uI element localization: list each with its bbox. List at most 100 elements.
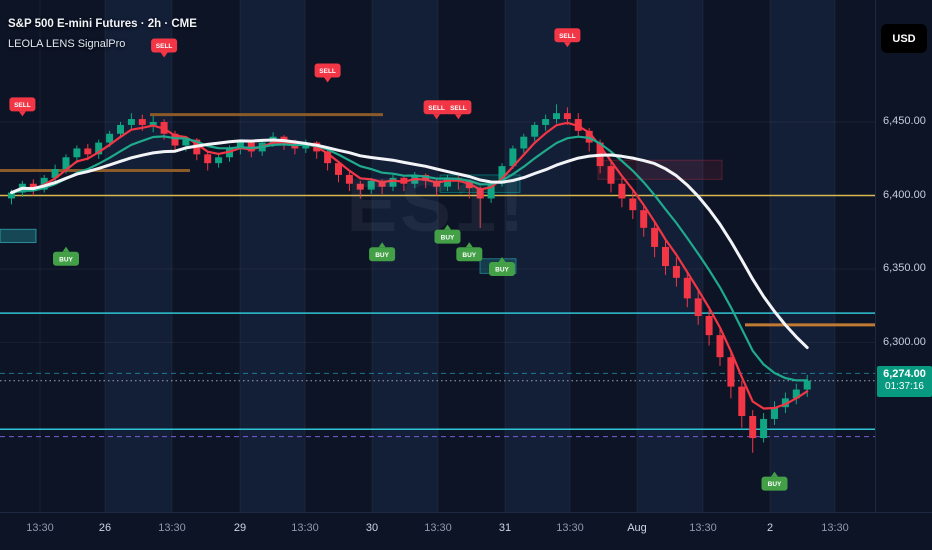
indicator-title[interactable]: LEOLA LENS SignalPro	[8, 38, 126, 50]
time-axis[interactable]: 13:30 26 13:30 29 13:30 30 13:30 31 13:30 Aug 13:3…	[0, 512, 932, 550]
chart-legend: S&P 500 E-mini Futures · 2h · CME LEOLA …	[8, 18, 197, 50]
candle-body	[149, 122, 157, 125]
sell-signal-marker[interactable]: SELL	[554, 28, 581, 48]
symbol-title[interactable]: S&P 500 E-mini Futures · 2h · CME	[8, 18, 197, 30]
svg-text:SELL: SELL	[450, 105, 467, 112]
sell-signal-marker[interactable]: SELL	[314, 63, 341, 83]
candle-body	[705, 316, 713, 336]
candle-body	[771, 407, 778, 419]
svg-text:SELL: SELL	[319, 68, 336, 75]
buy-signal-marker[interactable]: BUY	[489, 257, 515, 276]
buy-signal-marker[interactable]: BUY	[761, 471, 788, 491]
currency-button[interactable]: USD	[881, 24, 927, 53]
candle-body	[29, 183, 37, 190]
candle-body	[389, 177, 397, 187]
time-axis-label: 13:30	[556, 522, 584, 534]
buy-signal-marker[interactable]: BUY	[53, 246, 79, 266]
candle-body	[476, 188, 484, 199]
slow-ma-line	[10, 138, 809, 350]
time-axis-label: 13:30	[26, 522, 54, 534]
time-axis-label: 13:30	[821, 522, 849, 534]
price-axis-label: 6,450.00	[883, 115, 926, 127]
svg-text:SELL: SELL	[14, 102, 31, 109]
candle-body	[171, 133, 179, 146]
svg-text:BUY: BUY	[375, 252, 389, 259]
candle-body	[378, 180, 386, 187]
candle-body	[716, 335, 724, 358]
candle-body	[618, 183, 626, 199]
candle-body	[760, 418, 768, 439]
zone-box	[0, 228, 37, 244]
bar-countdown-timer: 01:37:16	[885, 381, 924, 393]
sell-signal-marker[interactable]: SELL	[9, 97, 36, 117]
buy-signal-marker[interactable]: BUY	[369, 242, 396, 262]
candle-body	[749, 416, 757, 439]
candle-body	[531, 124, 539, 137]
sell-signal-marker[interactable]: SELL	[423, 100, 450, 120]
candle-body	[335, 163, 342, 175]
buy-signal-marker[interactable]: BUY	[456, 242, 483, 262]
time-axis-label: 13:30	[689, 522, 717, 534]
candle-body	[433, 180, 441, 187]
time-axis-label: 29	[233, 522, 247, 534]
candle-body	[127, 119, 135, 125]
last-price-value: 6,274.00	[883, 367, 926, 380]
candle-body	[498, 166, 506, 184]
svg-text:BUY: BUY	[462, 252, 476, 259]
candle-body	[672, 266, 680, 278]
candle-body	[509, 148, 517, 167]
last-price-badge: 6,274.00 01:37:16	[877, 365, 932, 397]
time-axis-label: Aug	[627, 522, 647, 534]
svg-text:SELL: SELL	[156, 43, 173, 50]
candle-body	[781, 398, 789, 408]
fast-ma-line	[10, 121, 809, 410]
candle-body	[694, 298, 702, 317]
candle-body	[138, 119, 146, 125]
candle-body	[542, 119, 550, 125]
candle-body	[422, 174, 430, 181]
candle-body	[662, 246, 669, 267]
price-axis-label: 6,350.00	[883, 262, 926, 274]
candle-body	[345, 174, 353, 184]
candle-body	[629, 198, 637, 211]
candle-body	[727, 357, 735, 387]
candle-body	[651, 227, 659, 247]
time-axis-label: 31	[498, 522, 512, 534]
session-band	[505, 0, 570, 512]
svg-text:BUY: BUY	[59, 256, 73, 263]
candle-body	[95, 142, 103, 155]
candle-body	[738, 386, 746, 416]
price-axis-label: 6,300.00	[883, 335, 926, 348]
candle-body	[324, 151, 332, 164]
svg-text:SELL: SELL	[428, 105, 445, 112]
candle-body	[792, 389, 800, 399]
time-axis-label: 13:30	[291, 522, 319, 534]
candle-body	[640, 210, 648, 228]
time-axis-label: 13:30	[424, 522, 452, 534]
candle-body	[8, 192, 15, 199]
candle-body	[553, 113, 560, 120]
candle-body	[84, 148, 92, 155]
candle-body	[356, 183, 364, 190]
sell-signal-marker[interactable]: SELL	[445, 100, 472, 120]
candle-body	[585, 130, 593, 143]
svg-text:BUY: BUY	[768, 481, 782, 488]
candle-body	[182, 139, 190, 146]
candle-body	[51, 169, 59, 178]
svg-text:BUY: BUY	[441, 234, 455, 241]
zone-box	[597, 159, 723, 180]
candle-body	[444, 177, 451, 187]
candle-body	[62, 157, 70, 170]
candle-body	[607, 166, 615, 184]
candle-body	[226, 148, 233, 158]
candle-body	[367, 180, 375, 190]
candle-body	[117, 124, 124, 134]
price-axis-label: 6,400.00	[883, 188, 926, 201]
sell-signal-marker[interactable]: SELL	[151, 38, 178, 58]
price-axis[interactable]: USD 6,450.00 6,400.00 6,350.00 6,300.00 6,2…	[875, 0, 932, 512]
mid-ma-line	[10, 135, 809, 382]
buy-signal-marker[interactable]: BUY	[434, 224, 461, 244]
time-axis-label: 26	[98, 522, 112, 534]
chart-canvas[interactable]: SELL SELL SELL SELL SELL SELL BUY BUY BUY BUY BUY B…	[0, 0, 875, 512]
session-band	[240, 0, 305, 512]
